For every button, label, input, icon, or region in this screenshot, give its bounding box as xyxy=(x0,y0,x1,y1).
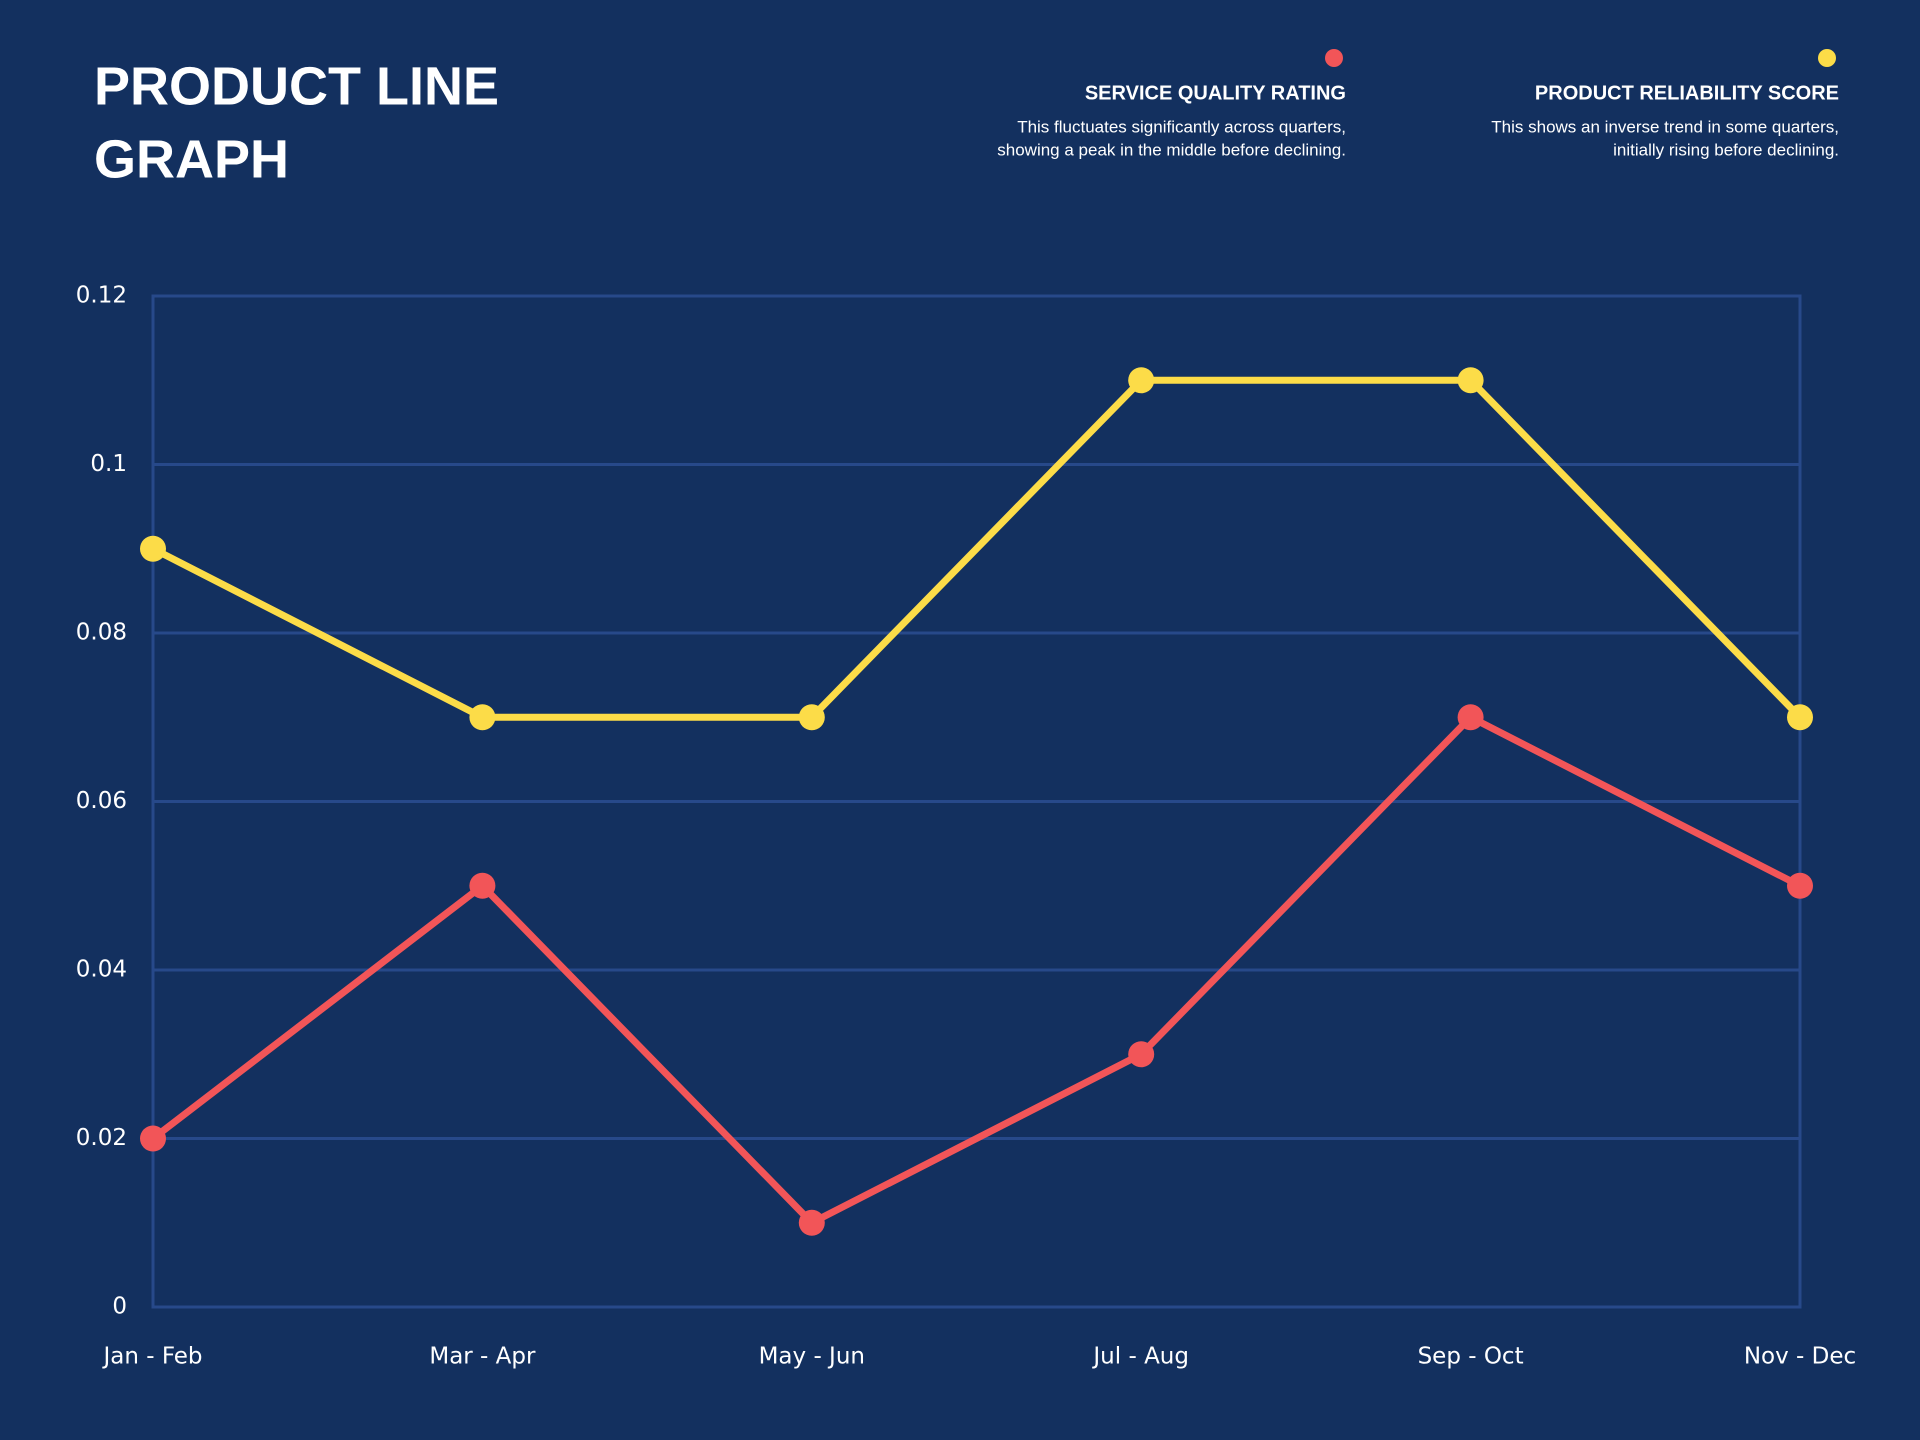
data-point xyxy=(469,704,496,731)
y-tick-label: 0.04 xyxy=(76,957,127,983)
legend-marker xyxy=(1325,49,1343,67)
data-point xyxy=(798,704,825,731)
y-tick-label: 0.1 xyxy=(90,451,127,477)
legend-marker xyxy=(1818,49,1836,67)
data-point xyxy=(1128,367,1155,394)
legend-label: SERVICE QUALITY RATING xyxy=(1085,82,1346,104)
data-point xyxy=(1787,704,1813,731)
y-tick-label: 0.06 xyxy=(76,788,127,814)
data-point xyxy=(1457,704,1484,731)
data-point xyxy=(469,872,496,899)
data-point xyxy=(140,535,166,562)
chart-title: PRODUCT LINE xyxy=(94,56,499,116)
legend-description: This fluctuates significantly across qua… xyxy=(1017,117,1346,136)
series-line xyxy=(150,713,1802,1227)
series-line xyxy=(151,376,1803,721)
x-tick-label: Nov - Dec xyxy=(1744,1344,1856,1370)
legend-description: This shows an inverse trend in some quar… xyxy=(1491,117,1839,136)
data-point xyxy=(798,1209,825,1236)
legend-description: showing a peak in the middle before decl… xyxy=(997,140,1346,159)
y-tick-label: 0.02 xyxy=(76,1125,127,1151)
x-tick-label: Mar - Apr xyxy=(429,1344,536,1370)
x-tick-label: Jul - Aug xyxy=(1091,1344,1189,1370)
legend-description: initially rising before declining. xyxy=(1613,140,1839,159)
data-point xyxy=(1787,872,1813,899)
chart-title: GRAPH xyxy=(94,129,289,189)
data-point xyxy=(1457,367,1484,394)
y-tick-label: 0 xyxy=(112,1294,127,1320)
y-tick-label: 0.08 xyxy=(76,620,127,646)
x-tick-label: Sep - Oct xyxy=(1418,1344,1524,1370)
data-point xyxy=(1128,1041,1155,1068)
x-tick-label: May - Jun xyxy=(759,1344,865,1370)
y-tick-label: 0.12 xyxy=(76,283,127,309)
x-tick-label: Jan - Feb xyxy=(101,1344,202,1370)
legend-label: PRODUCT RELIABILITY SCORE xyxy=(1535,82,1839,104)
plot-border xyxy=(151,294,1802,1309)
data-point xyxy=(140,1125,166,1152)
